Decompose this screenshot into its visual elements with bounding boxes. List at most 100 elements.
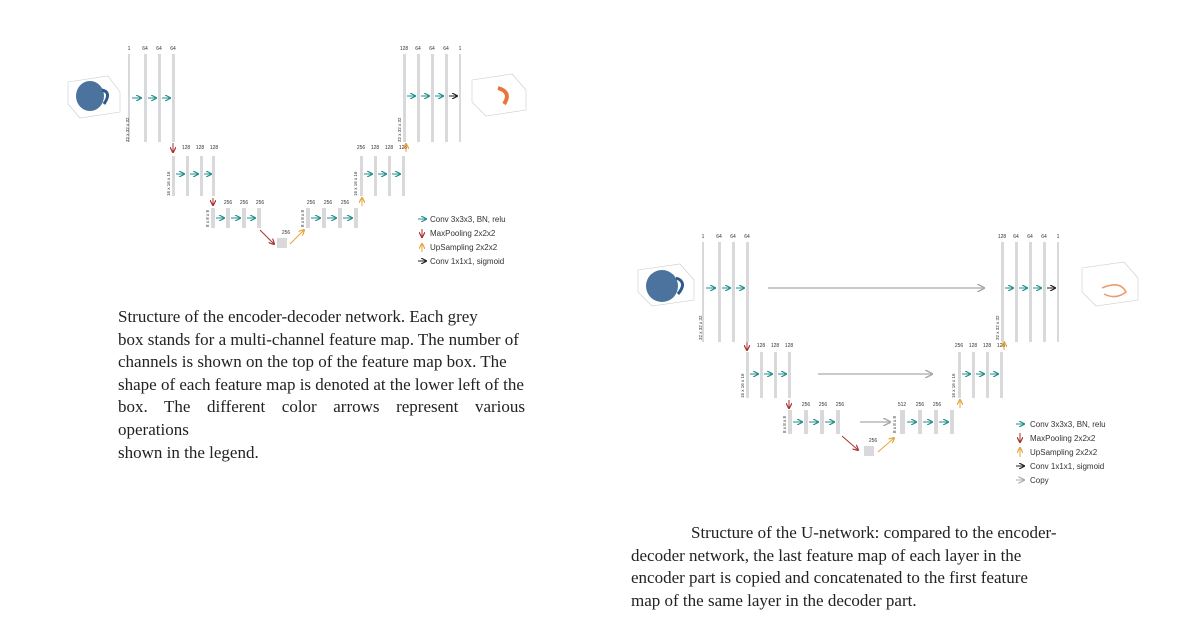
channel-label: 64 — [170, 46, 176, 52]
legend-label: Conv 3x3x3, BN, relu — [1030, 420, 1106, 429]
channel-label: 128 — [998, 234, 1007, 240]
feature-map — [702, 242, 704, 342]
feature-map — [1029, 242, 1032, 342]
feature-map — [360, 156, 363, 196]
legend-label: Conv 3x3x3, BN, relu — [430, 215, 506, 224]
feature-map — [972, 352, 975, 398]
legend-label: Conv 1x1x1, sigmoid — [1030, 462, 1104, 471]
feature-map — [144, 54, 147, 142]
channel-label: 256 — [240, 200, 249, 206]
feature-map — [128, 54, 130, 142]
channel-label: 64 — [443, 46, 449, 52]
feature-map — [718, 242, 721, 342]
channel-label: 128 — [785, 343, 794, 349]
channel-label: 256 — [224, 200, 233, 206]
caption-line: map of the same layer in the decoder par… — [631, 590, 917, 610]
channel-label: 64 — [730, 234, 736, 240]
feature-map — [172, 156, 175, 196]
caption-line: channels is shown on the top of the feat… — [118, 352, 507, 372]
channel-label: 64 — [716, 234, 722, 240]
feature-map — [900, 410, 905, 434]
channel-label: 256 — [324, 200, 333, 206]
feature-map — [306, 208, 310, 228]
output-shape-icon — [471, 73, 527, 117]
channel-label: 64 — [1027, 234, 1033, 240]
output-shape-icon — [1081, 261, 1139, 307]
channel-label: 256 — [256, 200, 265, 206]
feature-map — [746, 352, 749, 398]
feature-map — [200, 156, 203, 196]
channel-label: 256 — [802, 402, 811, 408]
feature-map — [445, 54, 448, 142]
channel-label: 1 — [128, 46, 131, 52]
channel-label: 256 — [916, 402, 925, 408]
caption-line: shape of each feature map is denoted at … — [118, 374, 524, 394]
channel-label: 1 — [459, 46, 462, 52]
feature-map — [338, 208, 342, 228]
feature-map — [918, 410, 922, 434]
feature-map — [746, 242, 749, 342]
feature-map — [158, 54, 161, 142]
channel-label: 256 — [282, 230, 291, 236]
feature-map — [374, 156, 377, 196]
feature-map — [459, 54, 461, 142]
feature-map — [403, 54, 406, 142]
feature-map — [804, 410, 808, 434]
legend-label: Copy — [1030, 476, 1049, 485]
channel-label: 64 — [744, 234, 750, 240]
feature-map — [1000, 352, 1003, 398]
figure-encoder-decoder: 1 64 64 64 32 x 32 x 32 128 128 128 16 x… — [60, 40, 540, 280]
channel-label: 128 — [210, 145, 219, 151]
feature-map — [1057, 242, 1059, 342]
figure2-caption: Structure of the U-network: compared to … — [631, 522, 1145, 612]
feature-map — [402, 156, 405, 196]
caption-line: Structure of the U-network: compared to … — [691, 523, 1057, 542]
channel-label: 64 — [156, 46, 162, 52]
legend-label: MaxPooling 2x2x2 — [1030, 434, 1096, 443]
shape-label: 16 x 16 x 16 — [740, 373, 745, 398]
feature-map — [212, 156, 215, 196]
feature-map — [788, 352, 791, 398]
feature-map — [958, 352, 961, 398]
channel-label: 256 — [819, 402, 828, 408]
channel-label: 256 — [357, 145, 366, 151]
channel-label: 128 — [983, 343, 992, 349]
feature-map — [760, 352, 763, 398]
feature-map — [950, 410, 954, 434]
channel-label: 256 — [933, 402, 942, 408]
channel-label: 64 — [1041, 234, 1047, 240]
channel-label: 128 — [385, 145, 394, 151]
channel-label: 128 — [771, 343, 780, 349]
shape-label: 32 x 32 x 32 — [125, 117, 130, 142]
feature-map — [242, 208, 246, 228]
channel-label: 256 — [307, 200, 316, 206]
feature-map — [836, 410, 840, 434]
channel-label: 256 — [836, 402, 845, 408]
caption-line: box. The different color arrows represen… — [118, 397, 525, 439]
caption-line: encoder part is copied and concatenated … — [631, 568, 1028, 588]
channel-label: 256 — [955, 343, 964, 349]
channel-label: 1 — [1057, 234, 1060, 240]
shape-label: 8 x 8 x 8 — [782, 415, 787, 433]
feature-map — [186, 156, 189, 196]
feature-map — [257, 208, 261, 228]
legend-label: UpSampling 2x2x2 — [430, 243, 498, 252]
channel-label: 64 — [415, 46, 421, 52]
pool-arrow — [259, 229, 274, 244]
feature-map — [1043, 242, 1046, 342]
legend-label: Conv 1x1x1, sigmoid — [430, 257, 504, 266]
caption-line: box stands for a multi-channel feature m… — [118, 329, 519, 349]
caption-line: shown in the legend. — [118, 442, 259, 462]
shape-label: 16 x 16 x 16 — [166, 171, 171, 196]
channel-label: 64 — [142, 46, 148, 52]
channel-label: 128 — [182, 145, 191, 151]
feature-map — [820, 410, 824, 434]
up-arrow — [877, 438, 894, 453]
shape-label: 32 x 32 x 32 — [698, 315, 703, 340]
figure-u-network: 1 64 64 64 32 x 32 x 32 128 128 128 16 x… — [632, 228, 1152, 490]
feature-map — [226, 208, 230, 228]
legend-label: UpSampling 2x2x2 — [1030, 448, 1098, 457]
caption-line: decoder network, the last feature map of… — [631, 545, 1022, 565]
channel-label: 512 — [898, 402, 907, 408]
channel-label: 128 — [969, 343, 978, 349]
